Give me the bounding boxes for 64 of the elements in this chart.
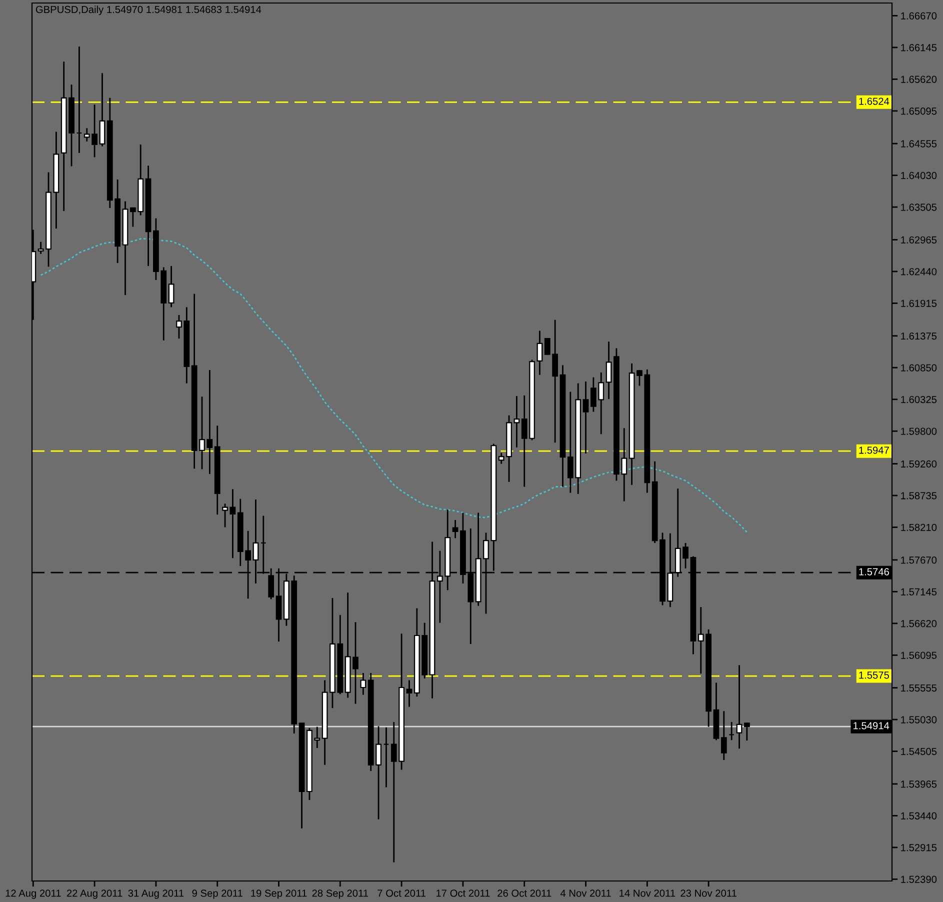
candlestick — [720, 710, 727, 761]
x-tick-label: 9 Sep 2011 — [192, 890, 242, 899]
candlestick — [728, 721, 735, 741]
x-tick-label: 23 Nov 2011 — [680, 890, 736, 897]
candlestick — [744, 722, 750, 742]
y-tick-label: 1.57670 — [901, 556, 937, 564]
candlestick — [582, 380, 589, 454]
y-tick-label: 1.59260 — [901, 460, 937, 468]
x-tick-label: 17 Oct 2011 — [436, 890, 490, 897]
ref-line-label: 1.5746 — [859, 568, 889, 576]
candlestick — [536, 330, 543, 376]
y-tick-label: 1.64030 — [901, 172, 937, 180]
y-tick-label: 1.52390 — [901, 876, 937, 883]
x-tick-label: 14 Nov 2011 — [620, 890, 676, 897]
x-tick-label: 7 Oct 2011 — [378, 890, 426, 897]
y-tick-label: 1.56095 — [901, 652, 937, 659]
y-tick-label: 1.57145 — [901, 588, 937, 596]
x-tick-label: 31 Aug 2011 — [128, 890, 184, 899]
y-tick-label: 1.60325 — [901, 396, 937, 404]
ref-line-label: 1.5947 — [859, 446, 889, 454]
candlestick — [168, 265, 174, 308]
y-tick-label: 1.60850 — [901, 364, 937, 372]
line-series — [40, 238, 748, 533]
y-tick-label: 1.62965 — [901, 236, 937, 244]
x-tick-label: 22 Aug 2011 — [66, 890, 122, 899]
y-tick-label: 1.64555 — [901, 140, 937, 148]
x-tick-label: 12 Aug 2011 — [6, 890, 61, 899]
y-tick-label: 1.66145 — [901, 44, 937, 52]
x-tick-label: 4 Nov 2011 — [560, 890, 611, 897]
y-tick-label: 1.63505 — [901, 204, 937, 211]
candlestick — [514, 395, 520, 448]
chart-title: GBPUSD,Daily 1.54970 1.54981 1.54683 1.54914 — [36, 6, 262, 16]
y-tick-label: 1.61915 — [901, 300, 937, 307]
y-tick-label: 1.62440 — [901, 268, 937, 276]
y-tick-label: 1.65620 — [901, 76, 937, 83]
x-tick-label: 19 Sep 2011 — [251, 890, 307, 899]
y-tick-label: 1.54505 — [901, 748, 937, 756]
ref-line-label: 1.54914 — [854, 722, 890, 730]
y-tick-label: 1.55555 — [901, 684, 937, 692]
y-tick-label: 1.58210 — [901, 524, 937, 532]
y-tick-label: 1.66670 — [901, 12, 937, 20]
y-tick-label: 1.65095 — [901, 108, 937, 115]
candlestick — [406, 680, 412, 708]
y-tick-label: 1.52915 — [901, 844, 937, 852]
x-tick-label: 26 Oct 2011 — [498, 890, 552, 897]
candlestick — [736, 664, 742, 750]
y-tick-label: 1.55030 — [901, 716, 937, 724]
candlestick — [222, 502, 228, 528]
candlestick — [99, 72, 106, 148]
y-tick-label: 1.56620 — [901, 620, 937, 628]
y-tick-label: 1.59800 — [901, 428, 937, 435]
y-tick-label: 1.53965 — [901, 780, 937, 788]
candlestick — [360, 672, 366, 696]
ref-line-label: 1.6524 — [859, 98, 890, 105]
x-tick-label: 28 Sep 2011 — [312, 890, 368, 899]
candlestick — [76, 46, 82, 154]
candlestick — [452, 519, 458, 539]
ref-line-label: 1.5575 — [859, 672, 889, 679]
candlestick — [230, 488, 236, 559]
y-tick-label: 1.61375 — [901, 332, 937, 340]
candlestick — [383, 726, 390, 788]
y-tick-label: 1.58735 — [901, 492, 937, 500]
y-tick-label: 1.53440 — [901, 812, 937, 820]
candlestick — [606, 340, 612, 400]
